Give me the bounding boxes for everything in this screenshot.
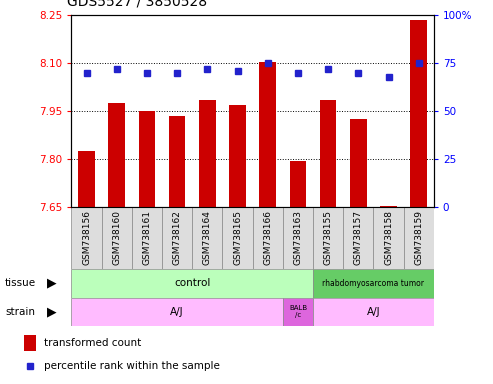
Bar [222,207,252,269]
Text: GSM738166: GSM738166 [263,210,272,265]
Bar [320,100,336,207]
Text: GSM738163: GSM738163 [293,210,303,265]
Text: GSM738157: GSM738157 [354,210,363,265]
Bar [290,161,306,207]
Bar [283,207,313,269]
Bar [78,151,95,207]
Bar [139,111,155,207]
Bar [350,119,367,207]
Bar [313,298,434,326]
Text: GSM738160: GSM738160 [112,210,121,265]
Text: GDS5527 / 3850528: GDS5527 / 3850528 [67,0,207,9]
Bar [411,20,427,207]
Bar [313,207,343,269]
Bar [404,207,434,269]
Text: A/J: A/J [367,307,380,317]
Text: GSM738165: GSM738165 [233,210,242,265]
Text: A/J: A/J [171,307,184,317]
Bar [343,207,374,269]
Text: GSM738161: GSM738161 [142,210,151,265]
Text: GSM738155: GSM738155 [323,210,333,265]
Text: strain: strain [5,307,35,317]
Bar [24,335,36,351]
Bar [169,116,185,207]
Bar [132,207,162,269]
Bar [71,269,313,298]
Bar [199,100,215,207]
Bar [162,207,192,269]
Text: percentile rank within the sample: percentile rank within the sample [43,361,219,371]
Bar [192,207,222,269]
Text: GSM738156: GSM738156 [82,210,91,265]
Bar [71,298,283,326]
Bar [283,298,313,326]
Text: control: control [174,278,211,288]
Text: GSM738162: GSM738162 [173,210,182,265]
Text: tissue: tissue [5,278,36,288]
Bar [259,62,276,207]
Text: GSM738159: GSM738159 [414,210,423,265]
Text: transformed count: transformed count [43,338,141,348]
Text: ▶: ▶ [47,277,57,290]
Text: GSM738158: GSM738158 [384,210,393,265]
Bar [380,206,397,207]
Text: GSM738164: GSM738164 [203,210,212,265]
Bar [313,269,434,298]
Bar [108,103,125,207]
Text: rhabdomyosarcoma tumor: rhabdomyosarcoma tumor [322,279,424,288]
Bar [229,105,246,207]
Text: ▶: ▶ [47,306,57,318]
Bar [71,207,102,269]
Text: BALB
/c: BALB /c [289,306,307,318]
Bar [252,207,283,269]
Bar [102,207,132,269]
Bar [373,207,404,269]
